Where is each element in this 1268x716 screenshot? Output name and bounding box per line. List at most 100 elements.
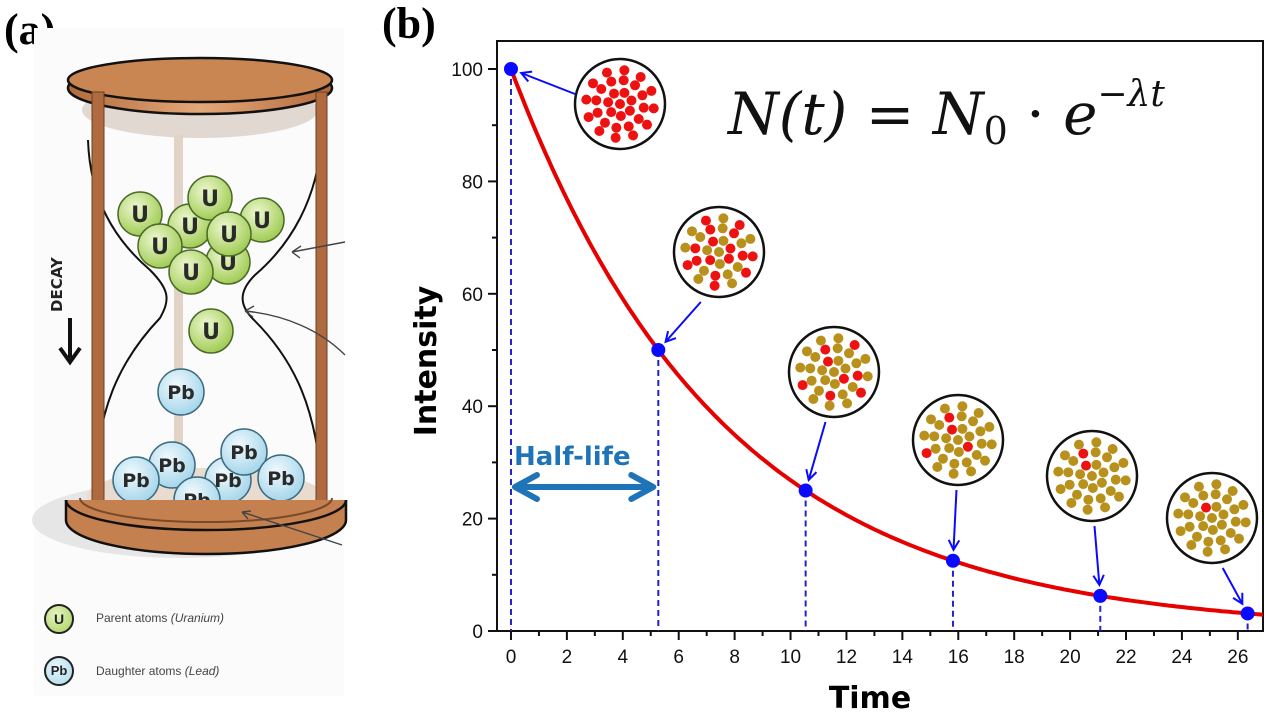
atom-u: U [187, 175, 233, 221]
half-life-guides [509, 69, 1249, 631]
daughter-atom-dot [1211, 479, 1222, 490]
sample-inset [664, 205, 766, 344]
formula-dot: · [1026, 80, 1045, 148]
svg-text:U: U [181, 215, 199, 240]
daughter-atom-dot [693, 274, 704, 285]
daughter-atom-dot [1191, 531, 1202, 542]
daughter-atom-dot [732, 262, 743, 273]
data-point [651, 343, 666, 357]
daughter-atom-dot [1230, 516, 1241, 527]
daughter-atom-dot [1055, 484, 1066, 495]
daughter-atom-dot [1207, 524, 1218, 535]
parent-atom-dot [823, 356, 834, 367]
legend-daughter-text: Daughter atoms (Lead) [96, 664, 219, 678]
bottom-base-inner [79, 497, 333, 523]
daughter-atom-dot [1114, 491, 1125, 502]
daughter-atom-dot [949, 458, 960, 469]
arrow-bottom-chamber [241, 510, 343, 546]
x-tick-label: 18 [1004, 647, 1025, 668]
daughter-atom-dot [722, 269, 733, 280]
daughter-atom-dot [686, 226, 697, 237]
parent-atom-dot [734, 219, 745, 230]
uranium-atoms: U U U U U U U U U [117, 175, 285, 354]
daughter-atom-dot [1075, 469, 1086, 480]
daughter-atom-dot [953, 446, 964, 457]
x-tick-label: 4 [618, 647, 629, 668]
daughter-atom-dot [736, 238, 747, 249]
daughter-atom-dot [932, 462, 943, 473]
y-tick-label: 0 [472, 622, 483, 643]
daughter-atom-dot [957, 423, 968, 434]
x-tick-label: 2 [562, 647, 573, 668]
svg-text:U: U [182, 261, 200, 286]
daughter-atom-dot [815, 335, 826, 346]
daughter-atom-dot [1210, 489, 1221, 500]
parent-atom-dot [624, 105, 635, 116]
daughter-atom-dot [1110, 474, 1121, 485]
daughter-atom-dot [934, 419, 945, 430]
parent-atom-dot [708, 236, 719, 247]
parent-atom-dot [1201, 502, 1212, 513]
daughter-atom-dot [1066, 498, 1077, 509]
parent-atom-dot [849, 339, 860, 350]
parent-atom-dot [633, 114, 644, 125]
daughter-atom-dot [1211, 501, 1222, 512]
parent-atom-dot [615, 99, 625, 109]
daughter-atom-dot [948, 468, 959, 479]
x-tick-label: 0 [506, 647, 517, 668]
daughter-atom-dot [1073, 439, 1084, 450]
atom-pb: Pb [220, 428, 268, 476]
legend-parent-italic: (Uranium) [170, 611, 225, 625]
daughter-atom-dot [680, 242, 691, 253]
parent-atom-dot [856, 387, 867, 398]
arrow-top-chamber [291, 241, 346, 259]
parent-atom-dot [1081, 460, 1092, 471]
y-tick-label: 60 [462, 285, 483, 306]
x-tick-label: 22 [1115, 647, 1136, 668]
parent-atom-dot [603, 97, 614, 108]
daughter-atom-dot [801, 346, 812, 357]
parent-atom-dot [581, 94, 592, 105]
decay-curve [509, 68, 1264, 617]
daughter-atom-dot [717, 223, 728, 234]
daughter-atom-dot [1098, 467, 1109, 478]
inset-pointer-arrowhead [664, 330, 677, 344]
inset-pointer-arrow [664, 301, 702, 343]
daughter-atom-dot [698, 265, 709, 276]
center-rod [174, 135, 183, 495]
plot-frame [496, 40, 1264, 632]
x-tick-label: 16 [948, 647, 969, 668]
daughter-atom-dot [1173, 508, 1184, 519]
daughter-atom-dot [844, 348, 855, 359]
x-tick-label: 20 [1060, 647, 1081, 668]
parent-atom-dot [591, 95, 602, 106]
parent-atom-dot [820, 344, 831, 355]
svg-text:Pb: Pb [230, 442, 258, 464]
daughter-atom-dot [727, 278, 738, 289]
inset-pointer-arrowhead [519, 70, 533, 83]
daughter-atom-dot [1087, 482, 1098, 493]
x-tick-label: 24 [1171, 647, 1193, 668]
formula-n-sub: 0 [983, 109, 1008, 153]
inset-pointer-arrow [520, 72, 576, 95]
daughter-atom-dot [847, 382, 858, 393]
parent-atom-dot [709, 280, 720, 291]
daughter-atom-dot [1068, 455, 1079, 466]
sample-inset [1045, 429, 1139, 587]
atom-pb: Pb [157, 368, 205, 416]
daughter-atom-dot [1218, 509, 1229, 520]
daughter-atom-dot [824, 400, 835, 411]
parent-atom-dot [642, 119, 653, 130]
atom-pb: Pb [148, 441, 196, 489]
daughter-atom-dot [1238, 499, 1249, 510]
daughter-atom-dot [986, 439, 997, 450]
inset-pointer-arrowhead [947, 539, 961, 552]
inset-pointer-arrow [1093, 525, 1101, 585]
daughter-atom-dot [840, 363, 851, 374]
parent-atom-dot [725, 243, 736, 254]
daughter-atom-dot [961, 457, 972, 468]
daughter-atom-dot [1091, 459, 1102, 470]
half-life-arrow [511, 472, 657, 502]
parent-atom-dot [637, 90, 648, 101]
